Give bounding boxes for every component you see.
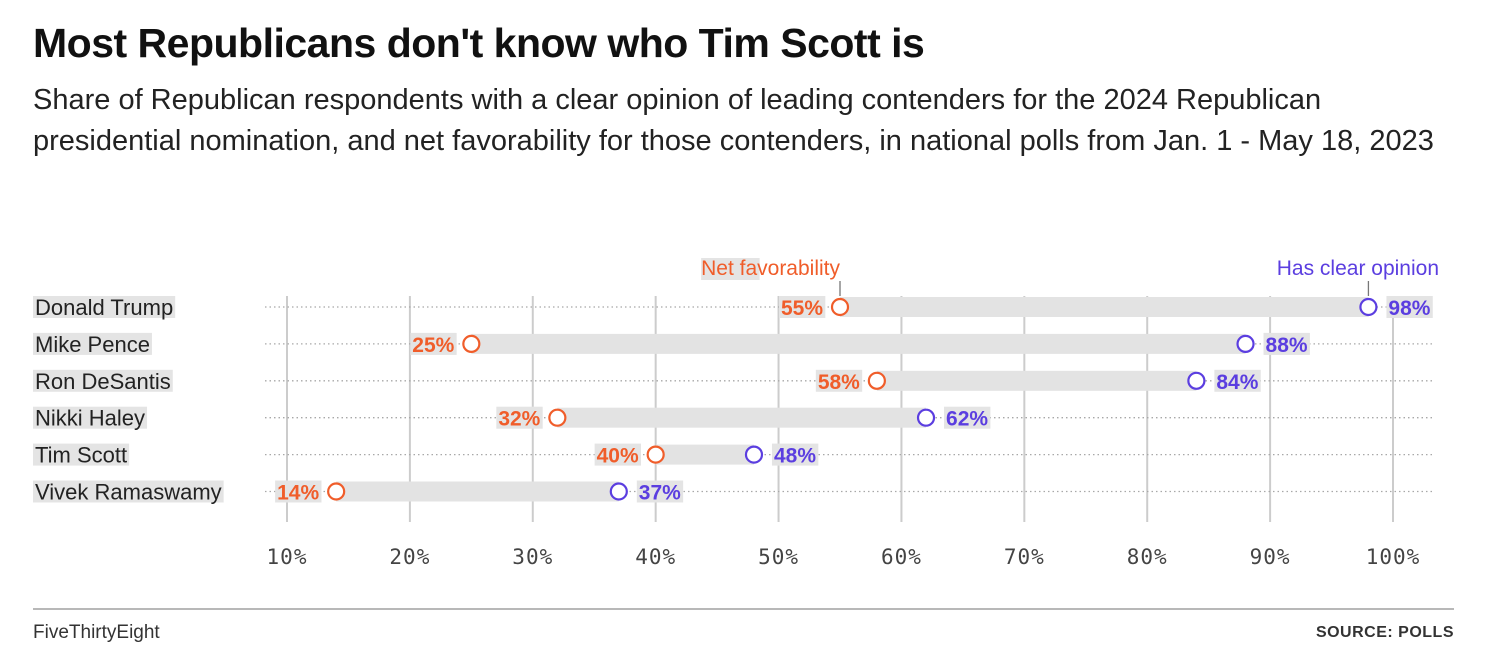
x-tick-label: 40% bbox=[635, 545, 676, 569]
category-label: Ron DeSantis bbox=[35, 369, 171, 394]
source-note: SOURCE: POLLS bbox=[1315, 624, 1454, 641]
clear-opinion-label-bg bbox=[636, 480, 684, 503]
clear-opinion-label-bg bbox=[771, 443, 819, 466]
clear-opinion-label: 62% bbox=[946, 408, 988, 431]
clear-opinion-dot bbox=[1359, 297, 1378, 317]
net-favorability-label-bg bbox=[496, 406, 543, 429]
clear-opinion-label: 37% bbox=[639, 482, 681, 505]
x-tick-label: 20% bbox=[389, 545, 430, 569]
clear-opinion-label-bg bbox=[944, 406, 991, 429]
net-favorability-label-bg bbox=[594, 443, 641, 466]
net-favorability-dot bbox=[327, 482, 346, 501]
range-bar bbox=[876, 370, 1197, 391]
net-favorability-dot bbox=[462, 334, 481, 353]
net-favorability-dot bbox=[830, 297, 850, 317]
clear-opinion-label-bg bbox=[1386, 296, 1433, 318]
net-favorability-label-bg bbox=[410, 332, 457, 355]
legend-net-favorability-bg bbox=[701, 258, 760, 280]
category-label: Vivek Ramaswamy bbox=[35, 480, 222, 505]
chart-subtitle: Share of Republican respondents with a c… bbox=[33, 84, 1434, 157]
net-favorability-label-bg bbox=[778, 296, 826, 318]
clear-opinion-dot bbox=[609, 482, 628, 501]
x-tick-label: 30% bbox=[512, 545, 553, 569]
clear-opinion-dot bbox=[744, 445, 764, 464]
category-label-bg bbox=[33, 406, 148, 429]
clear-opinion-label: 84% bbox=[1216, 371, 1258, 394]
category-label-bg bbox=[33, 296, 176, 318]
net-favorability-label: 32% bbox=[498, 408, 540, 431]
clear-opinion-dot bbox=[1187, 371, 1206, 390]
net-favorability-label: 40% bbox=[597, 445, 639, 468]
brand-logo-text: FiveThirtyEight bbox=[33, 622, 160, 643]
category-label-bg bbox=[33, 332, 152, 355]
range-bar bbox=[336, 481, 619, 502]
chart: Donald Trump 55% 98% Mike Pence 25% 88% Ron De… bbox=[33, 257, 1439, 569]
net-favorability-label-bg bbox=[275, 480, 322, 503]
range-bar bbox=[840, 297, 1369, 317]
clear-opinion-label: 98% bbox=[1388, 297, 1430, 320]
net-favorability-label: 25% bbox=[412, 334, 454, 357]
legend-net-favorability: Net favorability bbox=[701, 257, 840, 280]
category-label: Nikki Haley bbox=[35, 406, 145, 431]
category-label-bg bbox=[33, 443, 130, 466]
category-label: Tim Scott bbox=[35, 443, 127, 468]
net-favorability-dot bbox=[548, 408, 567, 427]
net-favorability-label: 58% bbox=[818, 371, 860, 394]
footer-divider bbox=[33, 608, 1454, 610]
range-bar bbox=[471, 333, 1246, 354]
x-tick-label: 90% bbox=[1250, 545, 1291, 569]
x-tick-label: 60% bbox=[881, 545, 922, 569]
net-favorability-dot bbox=[646, 445, 665, 464]
chart-title: Most Republicans don't know who Tim Scot… bbox=[33, 20, 925, 66]
net-favorability-dot bbox=[867, 371, 886, 390]
x-tick-label: 100% bbox=[1366, 545, 1421, 569]
net-favorability-label: 14% bbox=[277, 482, 319, 505]
x-tick-label: 80% bbox=[1127, 545, 1168, 569]
clear-opinion-label: 48% bbox=[774, 445, 816, 468]
range-bar bbox=[655, 444, 754, 465]
clear-opinion-label-bg bbox=[1263, 332, 1310, 355]
x-tick-label: 70% bbox=[1004, 545, 1045, 569]
clear-opinion-label-bg bbox=[1214, 369, 1261, 392]
x-tick-label: 10% bbox=[267, 545, 308, 569]
clear-opinion-dot bbox=[916, 408, 936, 427]
clear-opinion-dot bbox=[1236, 334, 1255, 353]
category-label-bg bbox=[33, 480, 224, 503]
clear-opinion-label: 88% bbox=[1266, 334, 1308, 357]
range-bar bbox=[557, 407, 927, 428]
category-label: Donald Trump bbox=[35, 295, 173, 320]
category-label: Mike Pence bbox=[35, 332, 150, 357]
net-favorability-label: 55% bbox=[781, 297, 823, 320]
legend-clear-opinion: Has clear opinion bbox=[1277, 257, 1439, 280]
category-label-bg bbox=[33, 369, 173, 392]
x-tick-label: 50% bbox=[758, 545, 799, 569]
net-favorability-label-bg bbox=[815, 369, 863, 392]
